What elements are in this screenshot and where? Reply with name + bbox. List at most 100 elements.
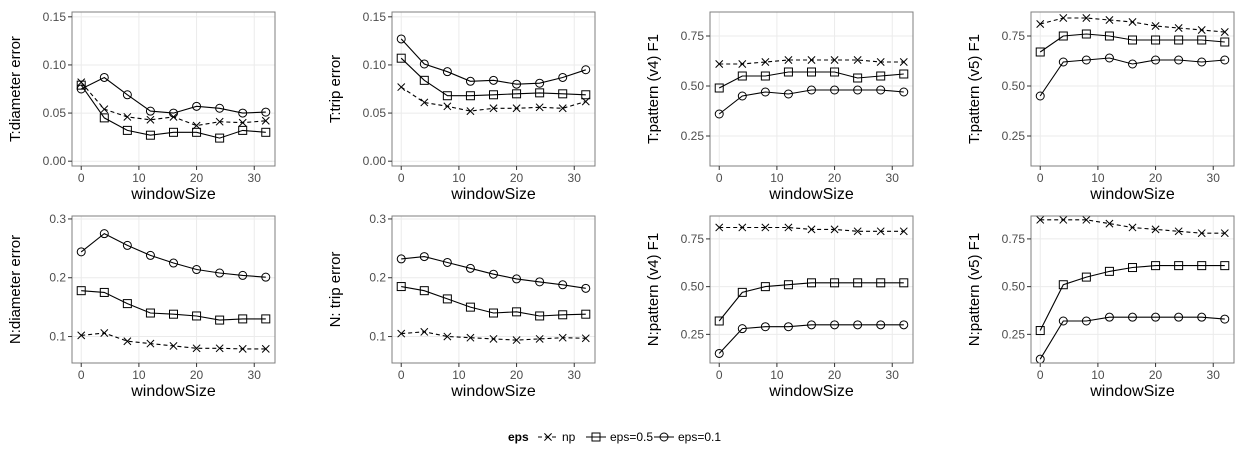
data-point: [1197, 261, 1207, 271]
series-line: [718, 89, 904, 115]
data-point: [192, 265, 202, 275]
data-point: [1220, 37, 1230, 47]
data-point: [853, 227, 862, 236]
y-tick-label: 0.1: [369, 330, 386, 344]
x-tick-label: 10: [1091, 171, 1105, 185]
panel-border: [1030, 215, 1235, 364]
y-tick-label: 0.3: [369, 212, 386, 226]
legend-entry-eps=0.1: eps=0.1: [654, 430, 721, 444]
series-np: [1036, 14, 1229, 36]
data-point: [489, 269, 498, 279]
y-tick-label: 0.25: [1002, 327, 1026, 341]
series-np: [397, 83, 590, 116]
data-point: [558, 72, 568, 82]
data-point: [1220, 55, 1230, 65]
data-point: [420, 98, 429, 107]
x-axis-label: windowSize: [1089, 383, 1175, 400]
data-point: [1035, 91, 1045, 101]
y-tick-label: 0.50: [1002, 79, 1026, 93]
y-tick-label: 0.10: [363, 58, 387, 72]
data-point: [215, 103, 225, 113]
data-point: [1059, 14, 1068, 22]
data-point: [581, 309, 591, 319]
x-tick-label: 30: [248, 368, 262, 382]
data-point: [77, 331, 86, 340]
panel-border: [71, 11, 276, 167]
x-tick-label: 30: [1207, 171, 1221, 185]
data-point: [238, 108, 248, 118]
data-point: [1220, 229, 1229, 238]
data-point: [783, 322, 793, 332]
data-point: [1035, 47, 1045, 57]
data-point: [238, 118, 247, 127]
data-point: [807, 320, 816, 330]
data-point: [715, 60, 724, 68]
data-point: [714, 83, 724, 93]
data-point: [558, 104, 567, 113]
data-point: [443, 332, 452, 341]
data-point: [215, 268, 225, 278]
data-point: [760, 87, 770, 97]
x-axis-label: windowSize: [768, 383, 854, 400]
data-point: [558, 89, 568, 99]
legend-key-circle: [659, 432, 669, 442]
y-axis-label: T:diameter error: [7, 36, 24, 142]
data-point: [99, 229, 109, 239]
data-point: [853, 85, 863, 95]
data-point: [807, 278, 816, 288]
panel-border: [709, 11, 914, 167]
data-point: [876, 71, 886, 81]
data-point: [1058, 57, 1068, 67]
x-tick-label: 30: [886, 368, 900, 382]
data-point: [169, 309, 178, 319]
data-point: [123, 337, 132, 346]
y-tick-label: 0.15: [363, 10, 387, 24]
data-point: [807, 85, 816, 95]
x-tick-label: 20: [510, 368, 524, 382]
y-axis-label: T:trip error: [327, 55, 344, 123]
x-tick-label: 20: [190, 368, 204, 382]
data-point: [784, 223, 793, 232]
x-tick-label: 0: [1037, 171, 1044, 185]
panel-7: 0.25 0.50 0.75 0 10 20 30 windowSize N:pattern (…: [645, 215, 914, 400]
data-point: [1174, 55, 1184, 65]
series-eps=0.5: [1035, 29, 1230, 57]
x-tick-label: 10: [132, 368, 146, 382]
y-tick-label: 0.75: [1002, 232, 1026, 246]
data-point: [876, 85, 886, 95]
data-point: [581, 283, 591, 293]
y-axis-label: N:diameter error: [7, 235, 24, 344]
y-tick-label: 0.50: [681, 79, 705, 93]
data-point: [830, 278, 840, 288]
data-point: [1128, 59, 1137, 69]
data-point: [419, 59, 429, 69]
data-point: [76, 247, 86, 257]
x-tick-label: 30: [568, 368, 582, 382]
data-point: [1128, 35, 1137, 45]
series-eps=0.1: [76, 229, 271, 282]
data-point: [1036, 215, 1045, 224]
data-point: [1197, 229, 1206, 238]
data-point: [830, 56, 839, 64]
data-point: [169, 127, 178, 137]
data-point: [830, 67, 840, 77]
data-point: [737, 91, 747, 101]
data-point: [1151, 261, 1161, 271]
data-point: [76, 286, 86, 296]
series-line: [1039, 33, 1225, 53]
data-point: [784, 56, 793, 64]
data-point: [1081, 29, 1091, 39]
series-line: [400, 38, 586, 85]
x-tick-label: 0: [78, 171, 85, 185]
x-tick-label: 20: [828, 368, 842, 382]
gridlines: [72, 216, 275, 363]
x-tick-label: 10: [452, 368, 466, 382]
data-point: [1151, 312, 1161, 322]
data-point: [581, 90, 591, 100]
data-point: [261, 107, 271, 117]
x-axis-label: windowSize: [130, 186, 216, 203]
series-eps=0.1: [396, 34, 591, 89]
data-point: [238, 125, 248, 135]
data-point: [1151, 22, 1160, 30]
data-point: [714, 316, 724, 326]
